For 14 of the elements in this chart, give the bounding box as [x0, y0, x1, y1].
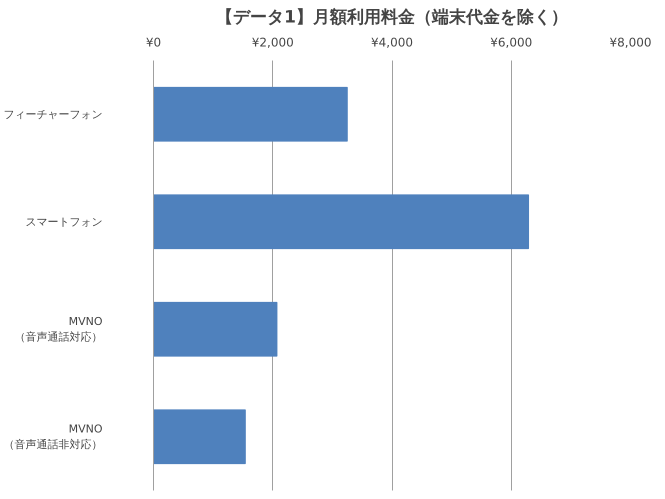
- y-tick-label: フィーチャーフォン: [4, 108, 102, 121]
- bar: [154, 194, 530, 250]
- y-tick-label: MVNO （音声通話非対応）: [4, 422, 103, 452]
- bar: [154, 302, 278, 357]
- chart-title: 【データ1】月額利用料金（端末代金を除く）: [216, 8, 568, 28]
- y-tick-label: MVNO （音声通話対応）: [14, 314, 103, 344]
- y-tick-label: スマートフォン: [26, 215, 102, 228]
- x-tick-label: ¥0: [146, 36, 162, 50]
- x-tick-label: ¥4,000: [371, 36, 414, 50]
- x-tick-label: ¥8,000: [610, 36, 652, 50]
- x-tick-label: ¥2,000: [252, 36, 294, 50]
- x-tick-label: ¥6,000: [490, 36, 532, 50]
- bar: [154, 409, 246, 464]
- bar: [154, 86, 348, 142]
